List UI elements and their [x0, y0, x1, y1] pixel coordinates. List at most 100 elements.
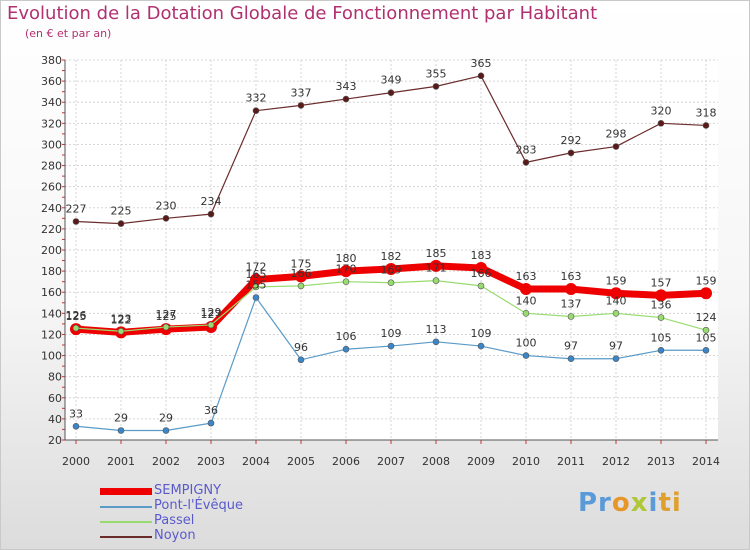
data-label: 172 — [246, 261, 267, 274]
data-point — [657, 120, 665, 127]
x-tick-label: 2013 — [647, 455, 675, 468]
data-label: 163 — [516, 270, 537, 283]
data-label: 140 — [606, 294, 627, 307]
y-tick-label: 100 — [41, 350, 62, 363]
data-label: 355 — [426, 67, 447, 80]
data-label: 225 — [111, 205, 132, 218]
legend-label: SEMPIGNY — [154, 483, 222, 498]
data-label: 180 — [336, 252, 357, 265]
chart-subtitle: (en € et par an) — [25, 27, 112, 40]
y-tick-label: 60 — [48, 392, 62, 405]
legend-label: Pont-l'Évêque — [154, 498, 243, 513]
legend-item-pont-leveque: Pont-l'Évêque — [100, 498, 300, 514]
x-tick-label: 2001 — [107, 455, 135, 468]
data-label: 183 — [471, 249, 492, 262]
data-label: 105 — [696, 331, 717, 344]
data-point — [432, 83, 440, 90]
legend-label: Passel — [154, 513, 195, 528]
x-tick-label: 2000 — [62, 455, 90, 468]
data-point — [612, 355, 620, 363]
data-point — [252, 107, 260, 114]
data-point — [567, 313, 575, 320]
data-point — [162, 215, 170, 222]
x-tick-label: 2007 — [377, 455, 405, 468]
data-point — [432, 338, 440, 346]
data-label: 97 — [609, 340, 623, 353]
data-label: 365 — [471, 57, 492, 70]
data-point — [297, 282, 305, 290]
data-point — [700, 287, 712, 300]
data-label: 33 — [69, 407, 83, 420]
data-point — [295, 270, 307, 283]
data-point — [477, 72, 485, 80]
data-point — [475, 261, 487, 274]
data-point — [520, 283, 532, 296]
data-label: 140 — [516, 294, 537, 307]
legend-swatch-sempigny — [100, 488, 152, 495]
data-label: 109 — [471, 327, 492, 340]
data-point — [342, 278, 350, 285]
data-point — [657, 346, 665, 354]
x-tick-label: 2012 — [602, 455, 630, 468]
legend-item-sempigny: SEMPIGNY — [100, 483, 300, 499]
y-tick-label: 80 — [48, 371, 62, 384]
data-point — [117, 427, 125, 434]
x-tick-label: 2009 — [467, 455, 495, 468]
data-label: 136 — [651, 299, 672, 312]
data-point — [387, 342, 395, 350]
x-tick-label: 2014 — [692, 455, 720, 468]
y-tick-label: 160 — [41, 286, 62, 299]
data-point — [387, 279, 395, 287]
data-point — [522, 310, 530, 317]
data-label: 36 — [204, 404, 218, 417]
legend-label: Noyon — [154, 528, 196, 543]
data-label: 343 — [336, 80, 357, 93]
data-label: 166 — [291, 267, 312, 280]
y-tick-label: 340 — [41, 96, 62, 109]
data-point — [565, 283, 577, 296]
data-label: 320 — [651, 104, 672, 117]
y-tick-label: 220 — [41, 223, 62, 236]
data-point — [252, 294, 260, 301]
data-point — [207, 210, 215, 218]
data-label: 283 — [516, 143, 537, 156]
y-tick-label: 380 — [41, 54, 62, 67]
data-label: 159 — [696, 274, 717, 287]
legend-swatch-noyon — [100, 536, 152, 538]
data-label: 125 — [66, 310, 87, 323]
data-label: 318 — [696, 106, 717, 119]
data-point — [252, 283, 260, 291]
legend-swatch-pont-leveque — [100, 506, 152, 508]
data-point — [72, 422, 80, 430]
data-point — [567, 149, 575, 157]
data-label: 157 — [651, 276, 672, 289]
y-tick-label: 180 — [41, 265, 62, 278]
data-label: 127 — [201, 308, 222, 321]
data-label: 185 — [426, 247, 447, 260]
data-point — [702, 122, 710, 129]
data-label: 169 — [381, 264, 402, 277]
data-point — [655, 289, 667, 302]
data-point — [612, 143, 620, 150]
data-point — [702, 326, 710, 334]
data-label: 166 — [471, 267, 492, 280]
data-label: 29 — [114, 412, 128, 425]
x-tick-label: 2011 — [557, 455, 585, 468]
data-label: 96 — [294, 341, 308, 354]
y-tick-label: 360 — [41, 75, 62, 88]
data-point — [610, 287, 622, 300]
data-label: 137 — [561, 298, 582, 311]
chart-title: Evolution de la Dotation Globale de Fonc… — [7, 3, 598, 24]
legend: SEMPIGNY Pont-l'Évêque Passel Noyon — [100, 483, 300, 544]
data-point — [567, 355, 575, 363]
data-point — [340, 265, 352, 278]
y-tick-label: 120 — [41, 328, 62, 341]
y-tick-label: 20 — [48, 434, 62, 447]
data-point — [250, 273, 262, 286]
data-label: 171 — [426, 262, 447, 275]
proxiti-logo: Proxiti — [578, 488, 698, 524]
data-point — [297, 356, 305, 364]
data-point — [430, 259, 442, 272]
legend-swatch-passel — [100, 521, 152, 523]
data-label: 230 — [156, 199, 177, 212]
